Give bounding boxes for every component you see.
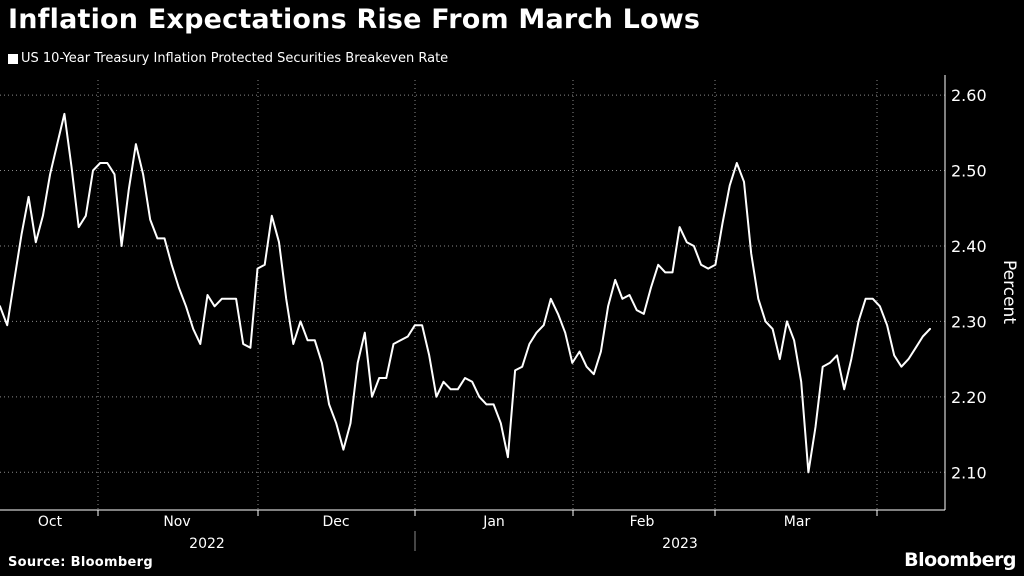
y-tick-label: 2.40 [951,237,987,256]
y-axis-label: Percent [999,260,1019,324]
x-tick-label: Mar [784,514,811,530]
series-layer [0,112,931,474]
source-note: Source: Bloomberg [8,555,153,570]
bloomberg-logo: Bloomberg [904,549,1016,571]
y-tick-label: 2.10 [951,463,987,482]
year-label: 2022 [189,536,225,552]
chart-legend: US 10-Year Treasury Inflation Protected … [8,51,448,66]
y-tick-label: 2.20 [951,388,987,407]
series-line-breakeven-rate [0,112,931,474]
chart-title: Inflation Expectations Rise From March L… [8,4,701,35]
grid-lines [0,80,945,510]
x-tick-label: Nov [163,514,190,530]
year-label: 2023 [662,536,698,552]
y-tick-label: 2.50 [951,162,987,181]
legend-swatch-icon [8,53,18,64]
y-tick-label: 2.30 [951,312,987,331]
x-tick-label: Jan [482,514,505,530]
x-axis: Oct Nov Dec Jan Feb Mar 2022 2023 [0,75,946,552]
legend-label: US 10-Year Treasury Inflation Protected … [21,51,449,66]
x-tick-label: Feb [630,514,655,530]
x-tick-label: Dec [322,514,349,530]
y-tick-label: 2.60 [951,86,987,105]
x-tick-label: Oct [38,514,63,530]
y-axis: 2.10 2.20 2.30 2.40 2.50 2.60 [951,86,987,482]
